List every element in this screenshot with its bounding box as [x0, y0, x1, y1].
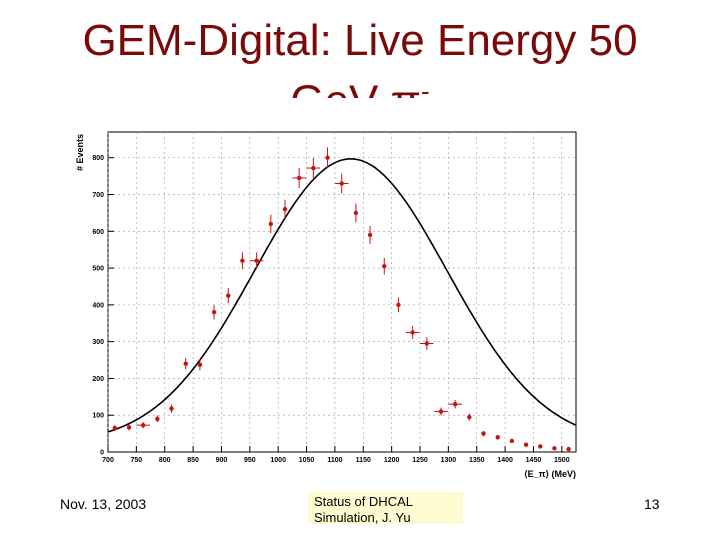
y-axis-label: # Events [75, 134, 85, 171]
data-point [183, 361, 188, 366]
footer-center-line-2: Simulation, J. Yu [314, 510, 411, 525]
data-point [126, 425, 132, 430]
gaussian-fit-curve [107, 158, 576, 433]
x-tick-label: 900 [216, 457, 228, 464]
x-tick-label: 1350 [469, 457, 485, 464]
data-point [282, 207, 288, 212]
title-line-2: GeV π- [290, 76, 430, 98]
title-line-1: GEM-Digital: Live Energy 50 [82, 16, 638, 65]
footer-page-number: 13 [644, 496, 660, 512]
data-point [396, 302, 401, 308]
x-tick-label: 1050 [299, 457, 315, 464]
x-tick-label: 1100 [327, 457, 342, 464]
y-tick-label: 200 [92, 376, 104, 383]
footer-presentation-info: Status of DHCAL Simulation, J. Yu [308, 492, 463, 525]
y-tick-label: 800 [92, 155, 104, 162]
data-point [481, 431, 486, 436]
y-tick-label: 100 [92, 413, 104, 420]
data-point [325, 155, 330, 160]
data-point [169, 406, 174, 411]
data-point [566, 446, 571, 452]
energy-histogram-chart: 700 750 800 850 900 950 1000 1050 1100 1150 1200 12… [75, 131, 577, 479]
data-point [552, 446, 557, 451]
data-point [452, 401, 458, 407]
x-tick-label: 1300 [441, 457, 457, 464]
data-point [523, 442, 529, 447]
data-point [382, 264, 387, 269]
x-tick-label: 750 [131, 457, 143, 464]
data-point [367, 232, 373, 238]
y-tick-label: 0 [100, 450, 104, 457]
footer-date: Nov. 13, 2003 [60, 496, 147, 512]
x-tick-label: 1500 [554, 457, 570, 464]
x-tick-label: 1000 [270, 457, 286, 464]
x-tick-label: 1150 [356, 457, 371, 464]
y-tick-label: 700 [92, 192, 104, 199]
x-tick-label: 800 [159, 457, 171, 464]
data-point [410, 330, 415, 335]
data-point [226, 293, 231, 298]
data-point [240, 258, 245, 263]
data-point [311, 165, 316, 171]
data-point [155, 416, 160, 422]
data-point [296, 175, 302, 181]
data-point [538, 444, 543, 449]
y-tick-label: 500 [92, 266, 104, 273]
data-point [339, 181, 344, 186]
data-point [509, 438, 515, 444]
x-axis-label: ⟨E_π⟩ (MeV) [524, 469, 576, 479]
data-point [424, 341, 430, 346]
x-tick-label: 1200 [384, 457, 400, 464]
data-point [467, 414, 472, 420]
data-point [353, 210, 359, 216]
data-point [495, 435, 500, 440]
data-point [268, 221, 274, 227]
data-point [438, 409, 444, 414]
data-point [112, 425, 118, 431]
x-tick-label: 1450 [526, 457, 542, 464]
y-tick-label: 400 [92, 302, 104, 309]
x-tick-label: 1250 [412, 457, 428, 464]
footer-center-line-1: Status of DHCAL [314, 494, 413, 509]
y-tick-label: 600 [92, 229, 104, 236]
data-point [197, 362, 203, 368]
x-tick-label: 1400 [497, 457, 513, 464]
data-point [140, 422, 146, 428]
data-point [254, 258, 259, 263]
y-tick-label: 300 [92, 339, 104, 346]
x-tick-label: 950 [244, 457, 256, 464]
x-tick-label: 850 [187, 457, 199, 464]
x-tick-label: 700 [102, 457, 114, 464]
slide-title: GEM-Digital: Live Energy 50 GeV π- [40, 16, 680, 98]
data-point [211, 310, 217, 315]
